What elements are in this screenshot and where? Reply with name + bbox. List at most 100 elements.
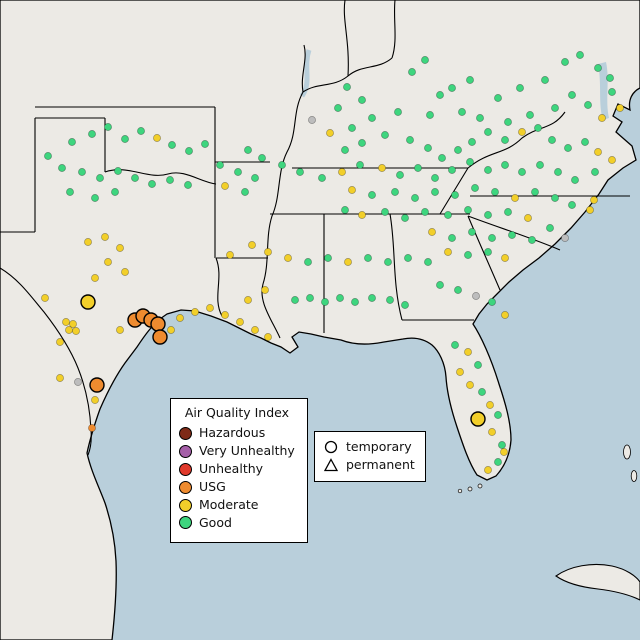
station-point — [561, 234, 569, 242]
station-point — [424, 258, 432, 266]
station-point — [234, 168, 242, 176]
station-point — [598, 114, 606, 122]
station-point — [468, 228, 476, 236]
station-point — [586, 206, 594, 214]
station-point — [261, 286, 269, 294]
station-point — [167, 326, 175, 334]
station-point — [338, 168, 346, 176]
temporary-circle-icon — [324, 440, 338, 454]
station-point — [88, 130, 96, 138]
station-point — [264, 248, 272, 256]
station-point — [351, 298, 359, 306]
station-point — [104, 123, 112, 131]
station-point — [444, 248, 452, 256]
station-point — [44, 152, 52, 160]
station-point — [474, 361, 482, 369]
station-point — [221, 311, 229, 319]
legend-label-moderate: Moderate — [199, 496, 259, 512]
station-point — [284, 254, 292, 262]
station-point — [89, 377, 105, 393]
station-point — [221, 182, 229, 190]
station-point — [546, 224, 554, 232]
station-point — [518, 168, 526, 176]
station-point — [488, 298, 496, 306]
station-point — [168, 141, 176, 149]
station-point — [368, 191, 376, 199]
station-point — [541, 76, 549, 84]
station-point — [438, 154, 446, 162]
station-point — [456, 368, 464, 376]
station-point — [511, 194, 519, 202]
station-point — [551, 194, 559, 202]
station-point — [72, 327, 80, 335]
station-point — [436, 91, 444, 99]
station-point — [494, 458, 502, 466]
station-point — [176, 314, 184, 322]
station-point — [264, 333, 272, 341]
river — [299, 49, 312, 98]
station-point — [526, 111, 534, 119]
station-point — [101, 233, 109, 241]
station-point — [444, 211, 452, 219]
bahamas-island — [623, 444, 631, 460]
station-point — [384, 258, 392, 266]
station-point — [431, 174, 439, 182]
station-point — [80, 294, 96, 310]
station-point — [501, 254, 509, 262]
station-point — [396, 171, 404, 179]
station-point — [381, 131, 389, 139]
station-point — [501, 136, 509, 144]
station-point — [324, 254, 332, 262]
station-point — [476, 114, 484, 122]
station-point — [494, 94, 502, 102]
station-point — [121, 268, 129, 276]
station-point — [206, 304, 214, 312]
station-point — [454, 146, 462, 154]
station-point — [241, 188, 249, 196]
station-point — [152, 329, 168, 345]
symbol-item-temporary: temporary — [323, 439, 415, 455]
station-point — [58, 164, 66, 172]
station-point — [594, 64, 602, 72]
station-point — [448, 166, 456, 174]
station-point — [56, 374, 64, 382]
station-point — [436, 281, 444, 289]
station-point — [576, 51, 584, 59]
station-point — [508, 231, 516, 239]
station-point — [466, 158, 474, 166]
station-point — [278, 161, 286, 169]
station-point — [608, 88, 616, 96]
station-point — [216, 161, 224, 169]
station-point — [368, 294, 376, 302]
station-point — [408, 68, 416, 76]
usg-swatch — [179, 480, 192, 494]
legend-label-hazardous: Hazardous — [199, 425, 266, 441]
station-point — [308, 116, 316, 124]
station-point — [548, 136, 556, 144]
station-point — [226, 251, 234, 259]
station-point — [426, 111, 434, 119]
station-point — [334, 104, 342, 112]
station-point — [401, 301, 409, 309]
station-point — [401, 214, 409, 222]
station-point — [348, 124, 356, 132]
station-point — [484, 211, 492, 219]
station-point — [244, 296, 252, 304]
station-point — [184, 181, 192, 189]
station-point — [296, 168, 304, 176]
station-point — [498, 441, 506, 449]
chesapeake-bay — [598, 62, 609, 120]
station-point — [358, 96, 366, 104]
legend-item-moderate: Moderate — [179, 496, 295, 512]
legend-item-very-unhealthy: Very Unhealthy — [179, 443, 295, 458]
symbol-item-permanent: permanent — [323, 457, 415, 473]
station-point — [318, 174, 326, 182]
station-point — [91, 194, 99, 202]
station-point — [494, 411, 502, 419]
station-point — [411, 194, 419, 202]
florida-keys — [467, 486, 473, 492]
station-point — [114, 167, 122, 175]
station-point — [484, 128, 492, 136]
station-point — [56, 338, 64, 346]
station-point — [148, 180, 156, 188]
